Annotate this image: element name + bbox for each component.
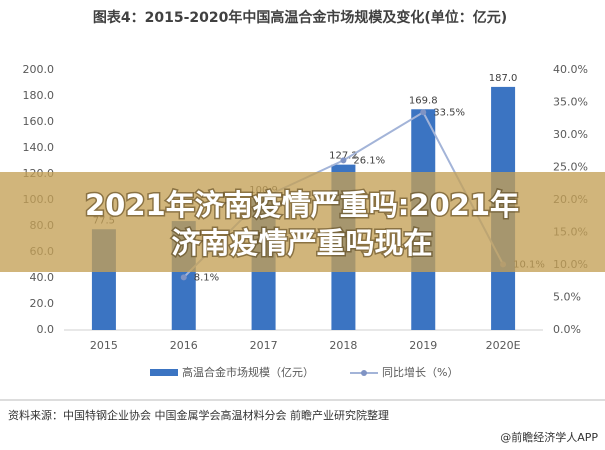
source: 资料来源：中国特钢企业协会 中国金属学会高温材料分会 前瞻产业研究院整理	[8, 408, 389, 422]
y2-tick-label: 40.0%	[553, 63, 588, 76]
x-tick-label: 2020E	[486, 339, 521, 352]
y-tick-label: 200.0	[23, 63, 55, 76]
banner-bg	[0, 172, 605, 272]
x-tick-label: 2018	[329, 339, 357, 352]
value-label: 127.2	[329, 151, 358, 162]
chart-title: 图表4：2015-2020年中国高温合金市场规模及变化(单位：亿元)	[93, 9, 507, 26]
y-tick-label: 180.0	[23, 89, 55, 102]
point	[420, 109, 427, 116]
x-tick-label: 2017	[250, 339, 278, 352]
y-tick-label: 20.0	[30, 297, 55, 310]
y-tick-label: 0.0	[37, 323, 55, 336]
banner-text: 2021年济南疫情严重吗:2021年	[85, 188, 519, 222]
x-tick-label: 2016	[170, 339, 198, 352]
y2-tick-label: 35.0%	[553, 96, 588, 109]
point	[340, 157, 347, 164]
legend-swatch	[361, 370, 367, 376]
y-tick-label: 40.0	[30, 271, 55, 284]
x-tick-label: 2019	[409, 339, 437, 352]
y2-tick-label: 25.0%	[553, 161, 588, 174]
value-label: 169.8	[409, 95, 438, 106]
y-tick-label: 140.0	[23, 141, 55, 154]
banner-text: 济南疫情严重吗现在	[171, 226, 432, 260]
point	[180, 274, 187, 281]
value-label: 26.1%	[353, 155, 385, 166]
value-label: 33.5%	[433, 107, 465, 118]
legend-swatch	[150, 369, 178, 376]
value-label: 187.0	[489, 73, 518, 84]
y2-tick-label: 0.0%	[553, 323, 581, 336]
y-tick-label: 160.0	[23, 115, 55, 128]
legend-label: 高温合金市场规模（亿元）	[182, 365, 314, 379]
y2-tick-label: 5.0%	[553, 291, 581, 304]
y2-tick-label: 30.0%	[553, 128, 588, 141]
x-tick-label: 2015	[90, 339, 118, 352]
watermark: @前瞻经济学人APP	[500, 430, 598, 444]
value-label: 8.1%	[194, 272, 219, 283]
legend-label: 同比增长（%）	[382, 365, 458, 379]
